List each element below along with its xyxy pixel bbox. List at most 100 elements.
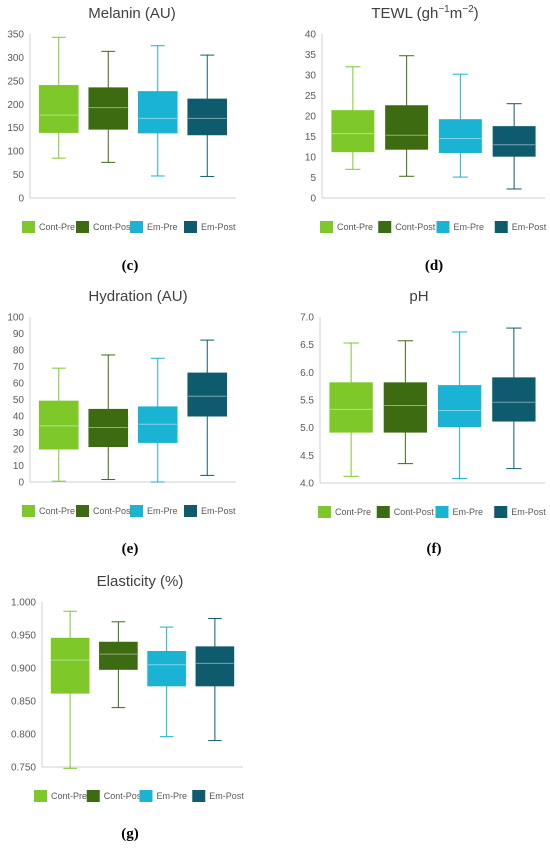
legend-label: Em-Pre [157,791,188,801]
legend-swatch [378,221,392,233]
legend-swatch [376,506,390,518]
y-tick-label: 5.0 [300,423,314,434]
box-iqr [385,105,429,150]
box-cont-pre [38,36,79,159]
y-tick-label: 5 [310,173,316,184]
y-tick-label: 35 [305,50,317,61]
y-tick-label: 30 [13,428,25,439]
box-iqr [437,385,482,428]
legend-label: Cont-Pre [39,222,75,232]
y-tick-label: 40 [13,412,25,423]
box-iqr [88,408,129,448]
legend-swatch [436,221,450,233]
box-iqr [187,372,228,417]
y-tick-label: 0 [310,194,316,205]
legend-swatch [22,221,35,233]
y-tick-label: 0.750 [11,763,36,774]
y-tick-label: 6.0 [300,368,314,379]
box-iqr [147,651,186,687]
legend-label: Em-Post [512,222,547,232]
y-tick-label: 20 [13,445,25,456]
box-cont-pre [50,610,90,769]
y-tick-label: 4.0 [300,479,314,490]
box-cont-pre [38,367,79,482]
y-tick-label: 5.5 [300,396,314,407]
y-tick-label: 0.950 [11,631,36,642]
box-cont-pre [329,342,373,477]
panel-letter: (e) [122,541,139,557]
box-iqr [492,377,536,422]
box-iqr [88,87,129,130]
y-tick-label: 1.000 [11,598,36,609]
box-iqr [187,98,228,136]
legend-label: Em-Post [201,506,236,516]
box-em-post [187,54,228,177]
legend: Cont-Pre Cont-Post Em-Pre Em-Post [22,221,236,233]
y-tick-label: 10 [305,153,317,164]
y-tick-label: 10 [13,461,25,472]
box-em-post [492,103,536,190]
box-em-post [492,327,536,470]
chart-title: Elasticity (%) [97,573,184,590]
legend-label: Em-Pre [454,222,485,232]
legend-swatch [76,221,89,233]
legend-label: Em-Pre [453,507,484,517]
box-cont-pre [331,66,375,170]
legend-label: Cont-Pre [39,506,75,516]
y-tick-label: 100 [7,147,24,158]
legend-swatch [435,506,449,518]
y-tick-label: 100 [7,313,24,324]
y-tick-label: 30 [305,71,317,82]
y-tick-label: 4.5 [300,451,314,462]
y-tick-label: 80 [13,346,25,357]
box-em-post [195,618,235,742]
y-tick-label: 200 [7,100,24,111]
legend-swatch [139,790,153,802]
y-tick-label: 60 [13,379,25,390]
chart-panel-c: Melanin (AU) 0 50 100 150 200 250 300 350 Cont-Pr… [7,5,236,274]
chart-title: Melanin (AU) [88,5,176,22]
legend-swatch [130,505,143,517]
box-em-pre [137,357,178,483]
chart-title-part: −2 [462,4,474,15]
legend-swatch [320,221,333,233]
legend: Cont-Pre Cont-Post Em-Pre Em-Post [34,790,244,802]
y-tick-label: 0.850 [11,697,36,708]
box-em-post [187,339,228,476]
legend-label: Cont-Post [93,222,134,232]
box-cont-post [383,340,428,465]
legend-label: Cont-Pre [337,222,373,232]
box-iqr [137,406,178,443]
legend-swatch [184,221,197,233]
chart-panel-f: pH 4.0 4.5 5.0 5.5 6.0 6.5 7.0 Cont-Pre Cont-Post… [300,288,546,557]
y-tick-label: 20 [305,112,317,123]
legend: Cont-Pre Cont-Post Em-Pre Em-Post [22,505,236,517]
box-iqr [383,382,428,433]
legend-swatch [318,506,331,518]
box-iqr [38,400,79,450]
y-tick-label: 70 [13,362,25,373]
y-tick-label: 7.0 [300,313,314,324]
legend-label: Cont-Post [395,222,436,232]
legend-label: Cont-Post [93,506,134,516]
box-em-pre [137,45,178,177]
box-cont-post [99,621,138,709]
chart-title-part: −1 [438,4,450,15]
box-iqr [195,646,235,687]
legend-label: Cont-Post [394,507,435,517]
panel-letter: (c) [122,258,139,274]
box-iqr [38,85,79,133]
box-em-pre [147,626,186,738]
y-tick-label: 350 [7,30,24,41]
legend-label: Em-Pre [147,506,178,516]
legend-label: Cont-Pre [335,507,371,517]
chart-title-part: m [450,5,463,22]
legend-label: Em-Post [201,222,236,232]
y-tick-label: 50 [13,170,25,181]
legend-label: Em-Post [511,507,546,517]
chart-title-part: TEWL (gh [371,5,438,22]
chart-panel-g: Elasticity (%) 0.750 0.800 0.850 0.900 0.950 1… [11,573,244,842]
y-tick-label: 300 [7,53,24,64]
